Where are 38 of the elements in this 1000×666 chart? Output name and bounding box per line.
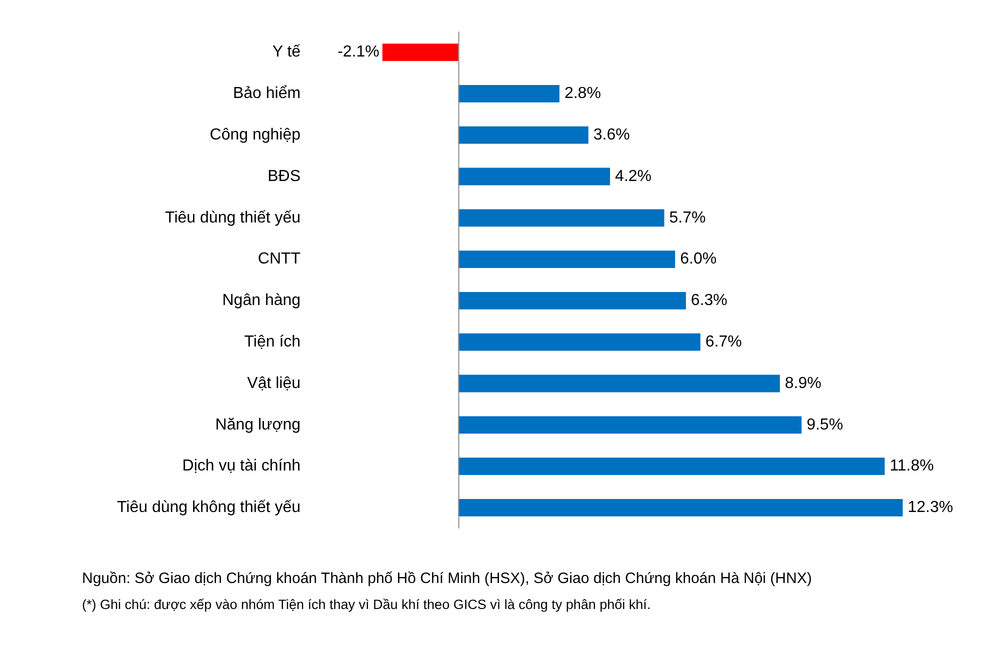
data-label: 3.6% bbox=[593, 126, 630, 144]
data-label: 8.9% bbox=[784, 374, 822, 392]
y-tick-label: Tiêu dùng thiết yếu bbox=[165, 209, 301, 226]
data-label: 2.8% bbox=[564, 85, 601, 102]
y-tick-label: Vật liệu bbox=[247, 374, 301, 392]
y-tick-label: Tiêu dùng không thiết yếu bbox=[116, 499, 301, 516]
bar bbox=[458, 168, 610, 186]
y-tick-label: Ngân hàng bbox=[222, 292, 301, 310]
data-label: 6.3% bbox=[690, 292, 728, 310]
data-label: -2.1% bbox=[338, 44, 380, 61]
data-label: 4.2% bbox=[615, 168, 652, 185]
data-label: 9.5% bbox=[806, 416, 844, 434]
bar bbox=[458, 209, 664, 227]
text: (*) Ghi chú: được xếp vào nhóm Tiện ích thay vì Dầu khí theo GICS vì là công ty phân phối khí. bbox=[82, 597, 652, 612]
y-tick-label: Tiện ích bbox=[244, 334, 301, 351]
text: Nguồn: Sở Giao dịch Chứng khoán Thành phố Hồ Chí Minh (HSX), Sở Giao dịch Chứng khoán Hà Nội (HNX) bbox=[82, 570, 813, 587]
y-tick-label: BĐS bbox=[268, 168, 301, 185]
bar bbox=[458, 499, 903, 516]
data-label: 11.8% bbox=[890, 458, 934, 475]
bar bbox=[458, 416, 802, 434]
y-tick-label: Bảo hiểm bbox=[232, 85, 301, 102]
bar bbox=[458, 85, 560, 102]
y-tick-label: Năng lượng bbox=[215, 416, 301, 434]
y-tick-label: CNTT bbox=[258, 250, 301, 268]
data-label: 6.0% bbox=[680, 250, 717, 268]
y-tick-label: Y tế bbox=[272, 44, 301, 61]
bar bbox=[458, 374, 780, 392]
bar bbox=[382, 44, 458, 61]
bar bbox=[458, 333, 700, 351]
bar bbox=[458, 126, 588, 144]
data-label: 5.7% bbox=[669, 209, 706, 226]
data-label: 6.7% bbox=[705, 334, 742, 351]
data-label: 12.3% bbox=[908, 499, 954, 516]
bar bbox=[458, 458, 885, 475]
bar bbox=[458, 292, 686, 310]
y-tick-label: Công nghiệp bbox=[210, 126, 301, 144]
y-tick-label: Dịch vụ tài chính bbox=[182, 458, 301, 475]
bar bbox=[458, 250, 676, 268]
